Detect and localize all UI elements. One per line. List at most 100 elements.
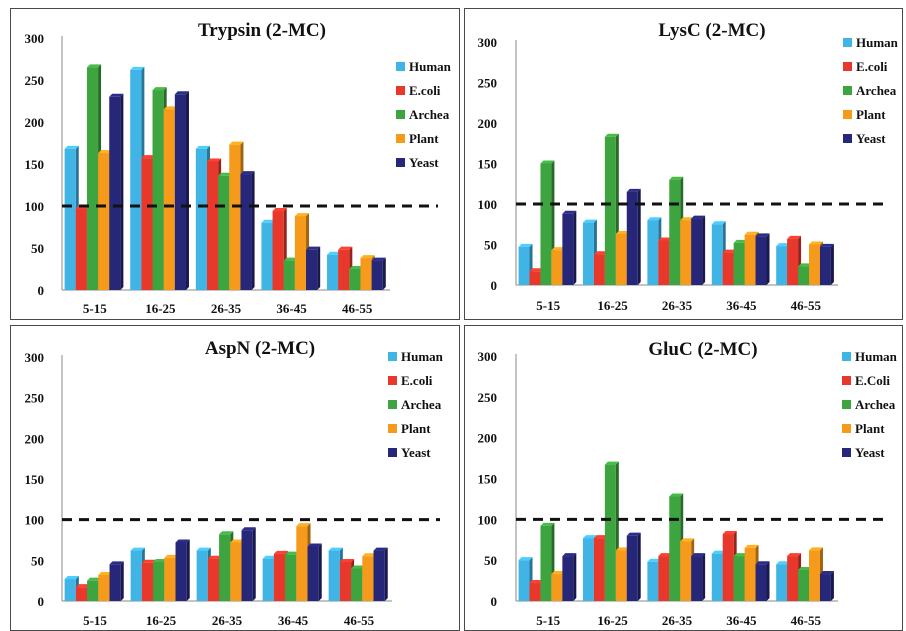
bar-top	[680, 217, 695, 221]
bar-top	[787, 553, 802, 557]
y-tick-label: 150	[478, 157, 498, 172]
bar-top	[669, 176, 684, 180]
bar-side	[830, 571, 834, 601]
bar-top	[152, 87, 167, 91]
bar	[809, 550, 820, 601]
bar-top	[98, 571, 113, 575]
legend-swatch	[388, 448, 397, 457]
legend-label: Human	[856, 35, 899, 50]
bar	[371, 260, 383, 290]
bar-side	[573, 210, 577, 285]
bar	[153, 561, 165, 601]
y-tick-label: 50	[31, 241, 44, 256]
bar	[130, 69, 142, 290]
bar-top	[626, 532, 641, 536]
bar	[615, 550, 627, 601]
bar	[64, 579, 76, 601]
x-tick-label: 16-25	[597, 298, 628, 313]
bar-side	[317, 246, 321, 290]
y-tick-label: 300	[478, 35, 498, 50]
bar	[540, 525, 552, 601]
bar	[669, 179, 681, 285]
bar	[152, 90, 164, 290]
bar-side	[318, 543, 322, 601]
y-tick-label: 200	[478, 116, 498, 131]
bar	[604, 136, 616, 285]
bar-top	[273, 550, 289, 554]
bar-top	[109, 561, 124, 565]
bar-top	[518, 557, 533, 561]
bar	[669, 496, 681, 601]
bar	[349, 269, 361, 290]
bar	[206, 161, 219, 290]
bar	[680, 220, 692, 285]
bar-top	[722, 531, 737, 535]
y-tick-label: 150	[25, 157, 45, 172]
bar	[776, 246, 788, 285]
x-tick-label: 46-55	[342, 301, 373, 316]
bar	[294, 216, 307, 290]
x-tick-label: 26-35	[662, 298, 693, 313]
y-tick-label: 50	[484, 553, 497, 568]
legend-swatch	[388, 424, 397, 433]
bar	[658, 556, 670, 601]
bar-side	[120, 561, 124, 601]
bar	[328, 550, 340, 601]
bar-top	[307, 543, 322, 547]
bar	[164, 557, 176, 601]
legend-swatch	[396, 158, 405, 167]
bar-top	[141, 155, 156, 159]
bar	[261, 222, 273, 290]
x-tick-label: 26-35	[662, 613, 693, 628]
bar	[626, 535, 638, 601]
legend-label: Plant	[401, 421, 431, 436]
bar-top	[582, 219, 597, 223]
bar-top	[798, 566, 813, 570]
bar	[285, 554, 297, 601]
y-tick-label: 200	[25, 115, 45, 130]
bar-top	[153, 558, 168, 562]
bar	[647, 220, 659, 285]
legend-swatch	[842, 352, 851, 361]
legend-label: Archea	[856, 83, 897, 98]
legend-swatch	[842, 448, 851, 457]
bar-top	[338, 246, 353, 250]
legend-label: E.coli	[409, 83, 441, 98]
x-tick-label: 5-15	[536, 613, 560, 628]
bar-top	[296, 523, 311, 527]
bar	[75, 208, 87, 290]
bar-top	[615, 230, 630, 234]
bar	[196, 550, 208, 601]
chart-0: Trypsin (2-MC) 0 50 100 150 200 250 300 5-15 16-2…	[25, 20, 452, 316]
y-tick-label: 200	[25, 431, 45, 446]
y-tick-label: 250	[478, 76, 498, 91]
bar-top	[64, 576, 79, 580]
bar-top	[626, 188, 641, 192]
bar-top	[819, 243, 834, 247]
legend: Human E.coli Archea Plant Yeast	[396, 59, 452, 170]
bar-top	[551, 571, 566, 575]
bar-side	[637, 188, 641, 285]
bar	[647, 561, 659, 601]
bar-top	[207, 555, 223, 559]
bar-top	[87, 577, 102, 581]
bar-top	[809, 547, 823, 551]
bar	[64, 148, 76, 290]
bar-top	[529, 268, 544, 272]
bar	[755, 236, 767, 285]
bar-top	[75, 584, 91, 588]
y-tick-label: 300	[25, 31, 45, 46]
bar	[306, 249, 318, 290]
bar	[339, 561, 352, 601]
bar	[518, 246, 530, 285]
bar	[582, 538, 594, 601]
bar-top	[141, 559, 157, 563]
bar	[744, 234, 756, 285]
bar-top	[755, 561, 770, 565]
bar-top	[711, 550, 726, 554]
bar	[273, 553, 286, 601]
legend-swatch	[388, 400, 397, 409]
bar	[262, 558, 274, 601]
bar	[744, 547, 756, 601]
